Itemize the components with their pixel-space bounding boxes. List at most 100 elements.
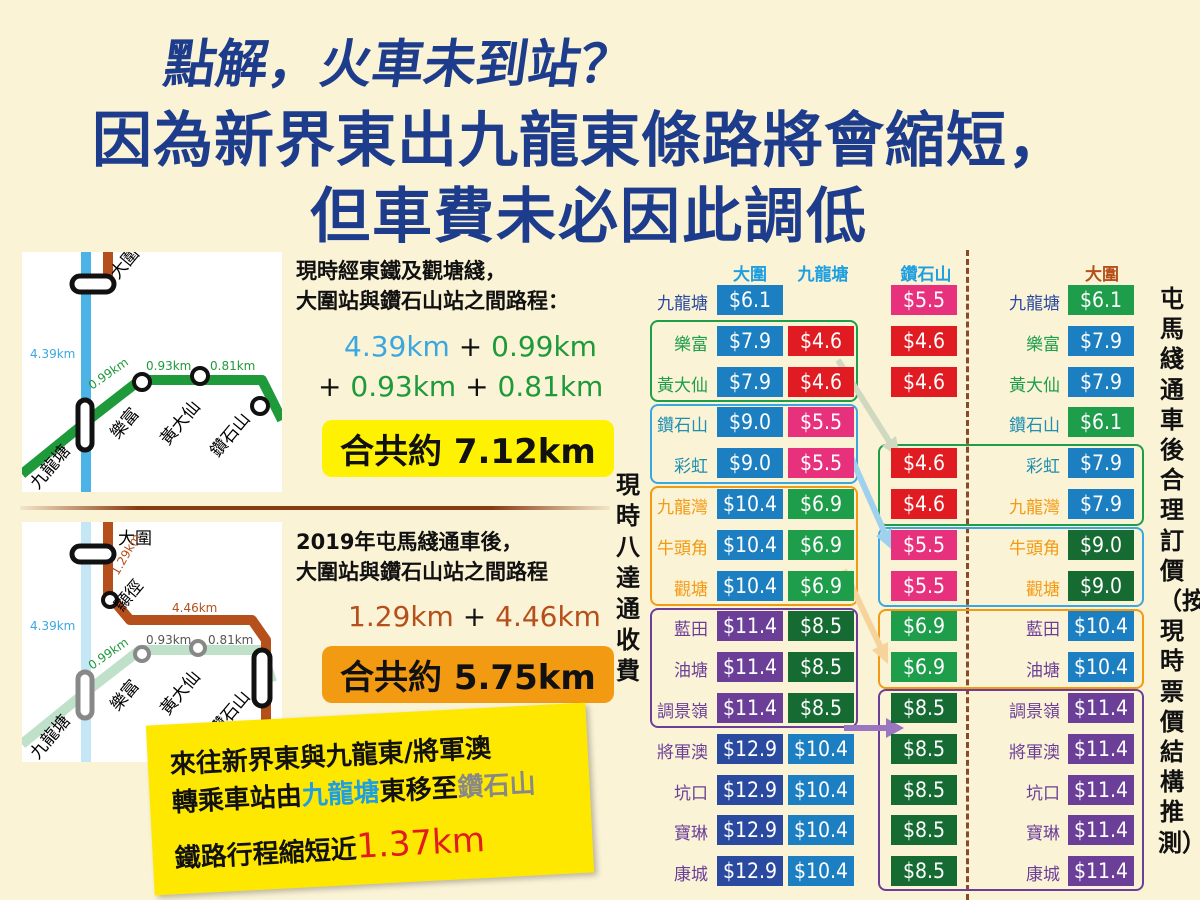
- fare-tai-wai-future: $10.4: [1068, 652, 1134, 683]
- dist-0-81: 0.81km: [497, 370, 604, 403]
- map2-tai-wai: 大圍: [118, 529, 152, 549]
- fare-tai-wai-future: $11.4: [1068, 815, 1134, 846]
- future-desc-1: 2019年屯馬綫通車後，: [296, 530, 523, 554]
- map2-k1: 4.39km: [30, 619, 75, 633]
- plus-sign: +: [462, 600, 487, 633]
- header-kowloon-tong: 九龍塘: [797, 265, 849, 285]
- plus-sign: +: [458, 330, 483, 363]
- map1-diamond-hill: 鑽石山: [207, 409, 255, 461]
- fare-diamond-hill: $5.5: [891, 570, 957, 601]
- station-label-future: 寶琳: [1026, 824, 1060, 845]
- fare-diamond-hill: $4.6: [891, 325, 957, 356]
- fare-diamond-hill: $6.9: [891, 611, 957, 642]
- map1-wong-tai-sin: 黃大仙: [157, 397, 205, 449]
- fare-tai-wai: $7.9: [717, 325, 783, 356]
- future-desc-2: 大圍站與鑽石山站之間路程: [296, 560, 548, 584]
- station-label: 彩虹: [674, 457, 708, 478]
- current-distance-line-1: 4.39km + 0.99km: [344, 330, 597, 363]
- vertical-label-current-fare: 現時八達通收費: [616, 471, 640, 685]
- station-label-future: 坑口: [1026, 783, 1060, 804]
- station-label-future: 樂富: [1026, 334, 1060, 355]
- fare-kowloon-tong: $10.4: [788, 774, 854, 805]
- fare-tai-wai: $12.9: [717, 815, 783, 846]
- station-label-future: 將軍澳: [1009, 742, 1060, 763]
- fare-kowloon-tong: $5.5: [788, 407, 854, 438]
- fare-tai-wai: $7.9: [717, 366, 783, 397]
- fare-tai-wai-future: $7.9: [1068, 325, 1134, 356]
- summary-note: 來往新界東與九龍東/將軍澳 轉乘車站由九龍塘東移至鑽石山 鐵路行程縮短近1.37…: [145, 702, 595, 896]
- note-text: 鐵路行程縮短近: [174, 834, 358, 875]
- fare-diamond-hill: $8.5: [891, 774, 957, 805]
- note-distance: 1.37km: [355, 820, 486, 867]
- fare-diamond-hill: $8.5: [891, 856, 957, 887]
- fare-tai-wai-future: $6.1: [1068, 285, 1134, 315]
- note-text: 轉乘車站由: [171, 781, 303, 819]
- fare-tai-wai-future: $7.9: [1068, 489, 1134, 519]
- note-text: 東移至: [378, 773, 459, 808]
- fare-kowloon-tong: $4.6: [788, 325, 854, 356]
- fare-diamond-hill: $4.6: [891, 489, 957, 519]
- fare-diamond-hill: $8.5: [891, 733, 957, 764]
- map1-k3: 0.93km: [146, 359, 191, 373]
- fare-tai-wai-future: $11.4: [1068, 856, 1134, 887]
- station-label: 觀塘: [674, 579, 708, 600]
- fare-tai-wai-future: $11.4: [1068, 693, 1134, 723]
- station-label: 鑽石山: [657, 416, 708, 437]
- map1-k1: 4.39km: [30, 347, 75, 361]
- group-box: [878, 527, 1144, 607]
- fare-kowloon-tong: $6.9: [788, 529, 854, 560]
- fare-tai-wai-future: $7.9: [1068, 366, 1134, 397]
- station-label-future: 調景嶺: [1009, 702, 1060, 722]
- map1-lok-fu: 樂富: [107, 404, 144, 443]
- fare-tai-wai: $10.4: [717, 529, 783, 560]
- fare-kowloon-tong: $6.9: [788, 489, 854, 519]
- table-divider: [966, 250, 969, 900]
- map2-k3: 0.93km: [146, 633, 191, 647]
- fare-kowloon-tong: $5.5: [788, 448, 854, 479]
- station-label: 九龍灣: [657, 498, 708, 518]
- group-box: [650, 320, 858, 402]
- plus-sign: +: [318, 370, 342, 403]
- station-label: 黃大仙: [657, 375, 708, 396]
- header-tai-wai-future: 大圍: [1085, 265, 1119, 285]
- station-label-future: 彩虹: [1026, 457, 1060, 478]
- fare-kowloon-tong: $10.4: [788, 856, 854, 887]
- fare-tai-wai: $12.9: [717, 856, 783, 887]
- current-desc-2: 大圍站與鑽石山站之間路程：: [296, 289, 569, 313]
- station-label: 康城: [674, 865, 708, 886]
- map2-k6: 4.46km: [172, 601, 217, 615]
- station-label: 調景嶺: [657, 702, 708, 722]
- map2-k4: 0.81km: [208, 633, 253, 647]
- map2-lok-fu: 樂富: [107, 676, 144, 715]
- station-label: 寶琳: [674, 824, 708, 845]
- station-label-future: 觀塘: [1026, 579, 1060, 600]
- fare-tai-wai: $10.4: [717, 570, 783, 601]
- station-label: 九龍塘: [657, 294, 708, 314]
- station-label: 坑口: [674, 783, 708, 804]
- fare-tai-wai-future: $11.4: [1068, 733, 1134, 764]
- fare-tai-wai-future: $9.0: [1068, 529, 1134, 560]
- group-box: [878, 444, 1144, 526]
- vertical-label-proposed-fare: 屯馬綫通車後合理訂價（按現時票價結構推測）: [1158, 285, 1200, 857]
- fare-diamond-hill: $5.5: [891, 285, 957, 315]
- fare-kowloon-tong: $8.5: [788, 611, 854, 642]
- fare-tai-wai-future: $6.1: [1068, 407, 1134, 438]
- section-divider: [20, 506, 610, 510]
- fare-kowloon-tong: $10.4: [788, 733, 854, 764]
- group-box: [650, 486, 858, 606]
- fare-kowloon-tong: $8.5: [788, 693, 854, 723]
- note-diamond-hill: 鑽石山: [456, 769, 537, 804]
- fare-tai-wai: $11.4: [717, 652, 783, 683]
- fare-tai-wai-future: $7.9: [1068, 448, 1134, 479]
- station-label-future: 油塘: [1026, 661, 1060, 682]
- dist-4-39: 4.39km: [344, 330, 450, 363]
- station-label: 牛頭角: [657, 538, 708, 559]
- fare-tai-wai: $11.4: [717, 693, 783, 723]
- dist-4-46: 4.46km: [495, 600, 601, 633]
- station-label-future: 康城: [1026, 865, 1060, 886]
- fare-diamond-hill: $6.9: [891, 652, 957, 683]
- fare-tai-wai-future: $9.0: [1068, 570, 1134, 601]
- fare-tai-wai: $9.0: [717, 448, 783, 479]
- title-line-3: 但車費未必因此調低: [310, 182, 868, 252]
- plus-sign: +: [465, 370, 489, 403]
